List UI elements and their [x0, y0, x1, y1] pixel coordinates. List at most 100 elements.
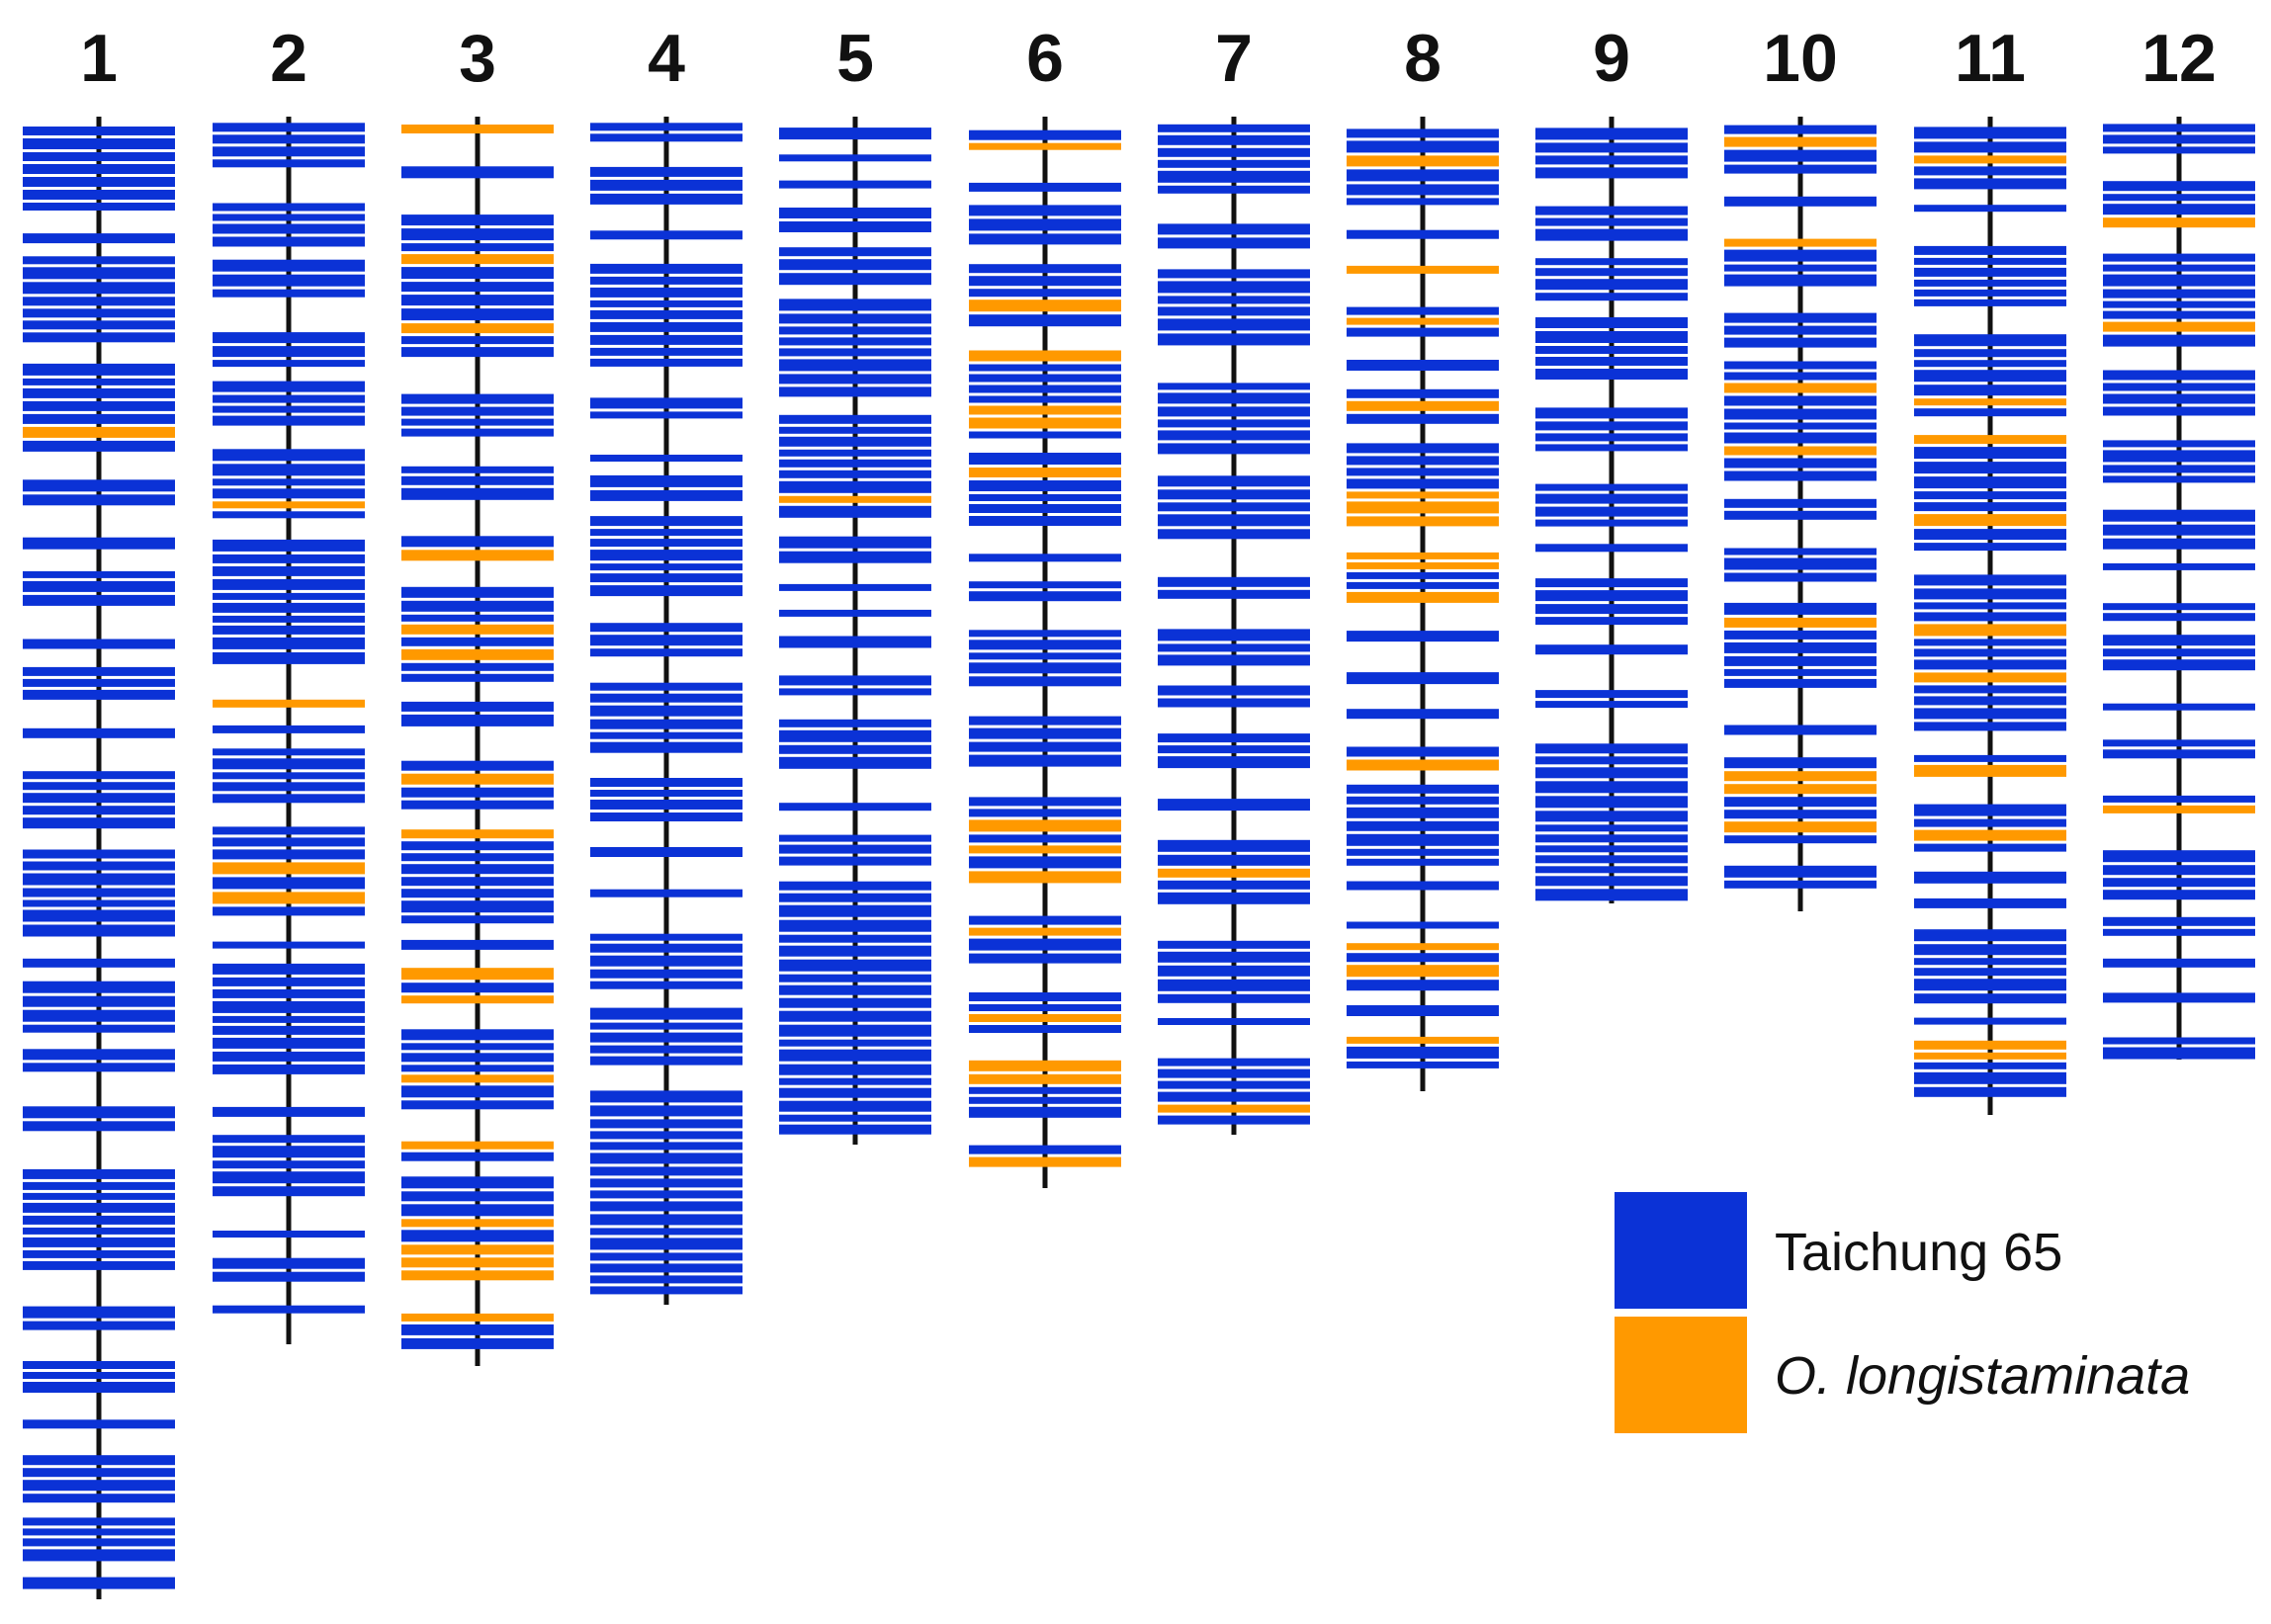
- marker-taichung: [23, 689, 175, 700]
- marker-taichung: [23, 1063, 175, 1072]
- marker-taichung: [590, 635, 742, 646]
- marker-taichung: [1914, 1017, 2066, 1025]
- marker-taichung: [23, 727, 175, 738]
- marker-taichung: [213, 1171, 365, 1184]
- marker-taichung: [401, 536, 554, 548]
- marker-taichung: [1535, 767, 1688, 779]
- marker-taichung: [1914, 1086, 2066, 1097]
- marker-taichung: [1158, 892, 1310, 904]
- marker-taichung: [213, 1025, 365, 1035]
- marker-longistaminata: [779, 495, 931, 503]
- chromosome-label: 3: [459, 21, 496, 96]
- marker-taichung: [1914, 639, 2066, 646]
- marker-taichung: [23, 308, 175, 318]
- marker-taichung: [23, 873, 175, 886]
- marker-taichung: [1158, 799, 1310, 812]
- marker-taichung: [1914, 166, 2066, 176]
- marker-taichung: [1535, 519, 1688, 527]
- marker-taichung: [1914, 708, 2066, 720]
- marker-taichung: [969, 480, 1121, 491]
- marker-taichung: [213, 1186, 365, 1197]
- marker-taichung: [23, 1321, 175, 1330]
- marker-taichung: [1535, 781, 1688, 794]
- marker-taichung: [2103, 538, 2255, 550]
- marker-longistaminata: [401, 1141, 554, 1150]
- marker-taichung: [1724, 835, 1877, 844]
- marker-taichung: [23, 817, 175, 829]
- marker-longistaminata: [969, 1060, 1121, 1071]
- marker-taichung: [213, 1160, 365, 1169]
- marker-taichung: [1347, 388, 1499, 398]
- marker-taichung: [779, 1077, 931, 1085]
- marker-taichung: [401, 877, 554, 887]
- marker-taichung: [401, 243, 554, 252]
- marker-taichung: [590, 263, 742, 274]
- marker-taichung: [779, 744, 931, 754]
- marker-taichung: [23, 138, 175, 149]
- marker-taichung: [213, 877, 365, 890]
- marker-taichung: [1347, 848, 1499, 856]
- marker-taichung: [1914, 267, 2066, 277]
- marker-taichung: [590, 1045, 742, 1054]
- marker-taichung: [401, 600, 554, 612]
- marker-longistaminata: [1914, 624, 2066, 637]
- marker-taichung: [23, 1237, 175, 1247]
- marker-taichung: [590, 648, 742, 657]
- marker-taichung: [590, 550, 742, 561]
- marker-longistaminata: [401, 1074, 554, 1083]
- marker-taichung: [213, 1231, 365, 1238]
- marker-taichung: [1158, 880, 1310, 890]
- marker-taichung: [969, 640, 1121, 650]
- marker-taichung: [969, 205, 1121, 216]
- marker-longistaminata: [401, 323, 554, 334]
- marker-longistaminata: [401, 829, 554, 839]
- marker-taichung: [1347, 198, 1499, 206]
- marker-longistaminata: [969, 845, 1121, 854]
- marker-taichung: [2103, 475, 2255, 483]
- marker-taichung: [779, 919, 931, 932]
- marker-taichung: [23, 1202, 175, 1213]
- marker-taichung: [2103, 289, 2255, 299]
- marker-taichung: [213, 988, 365, 998]
- marker-taichung: [213, 1037, 365, 1049]
- marker-taichung: [213, 615, 365, 623]
- marker-longistaminata: [1724, 238, 1877, 247]
- marker-taichung: [213, 941, 365, 949]
- marker-taichung: [2103, 509, 2255, 522]
- marker-taichung: [1535, 317, 1688, 328]
- marker-longistaminata: [1347, 943, 1499, 951]
- marker-taichung: [969, 591, 1121, 602]
- marker-taichung: [2103, 134, 2255, 144]
- marker-taichung: [213, 602, 365, 613]
- marker-taichung: [213, 289, 365, 298]
- marker-taichung: [2103, 264, 2255, 272]
- marker-taichung: [1347, 631, 1499, 642]
- marker-taichung: [590, 1201, 742, 1212]
- marker-taichung: [969, 516, 1121, 526]
- marker-taichung: [1158, 333, 1310, 346]
- marker-taichung: [2103, 659, 2255, 671]
- marker-taichung: [590, 1142, 742, 1151]
- marker-taichung: [1535, 866, 1688, 874]
- marker-taichung: [23, 1361, 175, 1369]
- marker-taichung: [1158, 965, 1310, 977]
- marker-taichung: [969, 218, 1121, 231]
- marker-taichung: [1158, 576, 1310, 587]
- marker-taichung: [213, 826, 365, 835]
- marker-taichung: [1347, 229, 1499, 239]
- marker-longistaminata: [2103, 217, 2255, 228]
- marker-longistaminata: [969, 1156, 1121, 1167]
- marker-taichung: [1347, 1061, 1499, 1068]
- marker-taichung: [590, 1190, 742, 1199]
- marker-taichung: [213, 1015, 365, 1023]
- marker-taichung: [2103, 890, 2255, 900]
- marker-taichung: [969, 953, 1121, 964]
- marker-taichung: [1535, 876, 1688, 887]
- marker-taichung: [23, 909, 175, 922]
- marker-taichung: [590, 847, 742, 857]
- marker-taichung: [23, 924, 175, 937]
- marker-taichung: [213, 906, 365, 916]
- marker-taichung: [779, 1010, 931, 1022]
- marker-taichung: [779, 551, 931, 563]
- marker-longistaminata: [401, 1219, 554, 1228]
